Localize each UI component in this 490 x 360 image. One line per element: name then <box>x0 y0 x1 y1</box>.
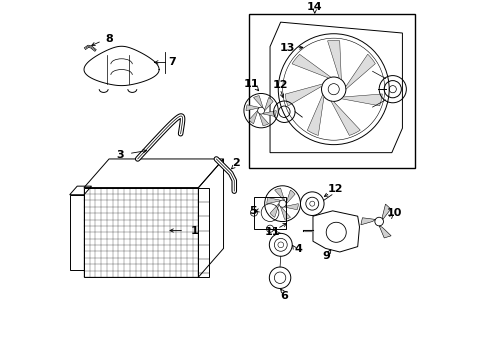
Polygon shape <box>345 54 375 89</box>
Polygon shape <box>286 190 295 204</box>
Text: 12: 12 <box>327 184 343 194</box>
Polygon shape <box>270 204 279 217</box>
Polygon shape <box>379 226 391 238</box>
Text: 12: 12 <box>272 80 288 90</box>
Bar <box>254 197 286 229</box>
Polygon shape <box>342 94 382 106</box>
Text: 4: 4 <box>294 244 302 254</box>
Text: 13: 13 <box>279 44 295 53</box>
Polygon shape <box>361 218 375 225</box>
Polygon shape <box>249 111 257 124</box>
Polygon shape <box>331 101 360 135</box>
Text: 9: 9 <box>322 251 330 261</box>
Polygon shape <box>281 207 291 219</box>
Polygon shape <box>307 94 324 135</box>
Text: 3: 3 <box>116 150 123 160</box>
Polygon shape <box>327 40 342 80</box>
Text: 14: 14 <box>307 2 322 12</box>
Text: 11: 11 <box>265 227 281 237</box>
Polygon shape <box>265 98 273 111</box>
Polygon shape <box>285 84 323 106</box>
Polygon shape <box>292 54 331 78</box>
Polygon shape <box>263 111 276 117</box>
Text: 7: 7 <box>169 57 176 67</box>
Polygon shape <box>259 114 269 126</box>
Polygon shape <box>383 204 391 219</box>
Polygon shape <box>267 198 281 204</box>
Text: 6: 6 <box>280 291 288 301</box>
Bar <box>248 14 415 168</box>
Polygon shape <box>253 96 263 107</box>
Text: 10: 10 <box>387 208 402 218</box>
Text: 8: 8 <box>105 34 113 44</box>
Text: 2: 2 <box>232 158 240 168</box>
Text: 11: 11 <box>244 79 260 89</box>
Polygon shape <box>285 204 298 210</box>
Polygon shape <box>275 188 285 200</box>
Polygon shape <box>246 105 259 111</box>
Text: 1: 1 <box>191 225 199 235</box>
Text: 5: 5 <box>249 206 257 216</box>
